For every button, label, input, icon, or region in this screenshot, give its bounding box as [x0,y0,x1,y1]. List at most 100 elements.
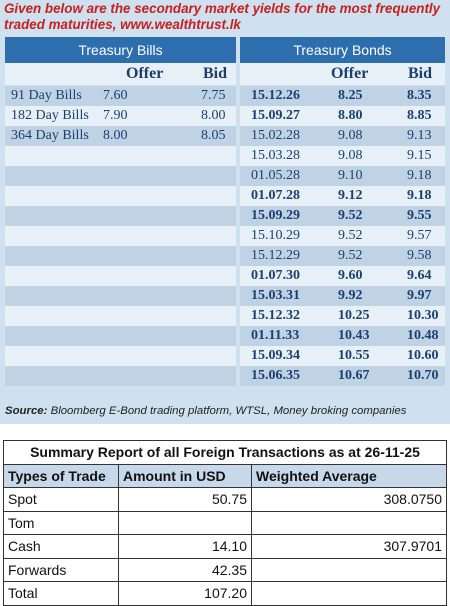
table-row: Tom [3,510,447,535]
bond-offer: 9.10 [338,168,363,183]
bill-offer: 8.00 [103,128,128,143]
source-label: Source: [5,405,48,417]
bills-filler-stripe [5,326,236,346]
bonds-offer-column-header: Offer [331,65,369,82]
summary-title: Summary Report of all Foreign Transactio… [3,440,447,465]
bond-maturity: 15.09.34 [251,348,300,363]
bills-filler-stripe [5,146,236,166]
intro-text: Given below are the secondary market yie… [4,1,441,32]
bond-offer: 8.80 [338,108,363,123]
bond-bid: 9.15 [407,148,432,163]
bond-offer: 9.52 [338,248,363,263]
bond-offer: 9.08 [338,148,363,163]
bond-maturity: 15.12.26 [251,88,300,103]
bill-row: 91 Day Bills 7.60 7.75 [5,86,236,106]
bills-filler-stripe [5,226,236,246]
bond-maturity: 15.12.32 [251,308,300,323]
bond-bid: 9.18 [407,188,432,203]
trade-type: Tom [3,510,119,535]
treasury-bills-header: Treasury Bills [5,37,236,63]
bond-maturity: 01.07.28 [251,188,300,203]
table-row: Forwards 42.35 [3,557,447,582]
trade-type: Cash [3,534,119,559]
bill-name: 182 Day Bills [11,108,89,123]
bond-row: 15.10.29 9.52 9.57 [240,226,445,246]
table-row: Cash 14.10 307.9701 [3,534,447,559]
bond-maturity: 15.06.35 [251,368,300,383]
bond-row: 15.03.28 9.08 9.15 [240,146,445,166]
amount [118,510,252,535]
column-header-amount: Amount in USD [118,463,252,488]
bond-bid: 9.97 [407,288,432,303]
bond-bid: 10.48 [407,328,439,343]
amount: 107.20 [118,581,252,606]
bond-maturity: 15.12.29 [251,248,300,263]
bills-bid-column-header: Bid [203,65,228,82]
bond-row: 15.09.34 10.55 10.60 [240,346,445,366]
trade-type: Forwards [3,557,119,582]
weighted-average: 307.9701 [251,534,447,559]
bills-filler-stripe [5,266,236,286]
column-header-weighted-average: Weighted Average [251,463,447,488]
bills-filler-stripe [5,366,236,386]
bond-offer: 9.52 [338,208,363,223]
bonds-column-header-row: Offer Bid [240,63,445,85]
bond-bid: 8.35 [407,88,432,103]
bill-name: 91 Day Bills [11,88,82,103]
trade-type: Total [3,581,119,606]
weighted-average [251,557,447,582]
bill-bid: 8.05 [201,128,226,143]
amount: 14.10 [118,534,252,559]
bond-maturity: 01.05.28 [251,168,300,183]
bond-bid: 10.60 [407,348,439,363]
bill-row: 364 Day Bills 8.00 8.05 [5,126,236,146]
bond-maturity: 15.09.29 [251,208,300,223]
bills-filler-stripe [5,286,236,306]
weighted-average [251,510,447,535]
bond-row: 01.11.33 10.43 10.48 [240,326,445,346]
bond-bid: 9.18 [407,168,432,183]
bond-bid: 10.70 [407,368,439,383]
bills-filler-stripe [5,206,236,226]
bill-bid: 8.00 [201,108,226,123]
bond-offer: 10.55 [338,348,370,363]
bond-maturity: 15.02.28 [251,128,300,143]
trade-type: Spot [3,487,119,512]
bond-offer: 9.52 [338,228,363,243]
bond-bid: 10.30 [407,308,439,323]
bills-filler-stripe [5,186,236,206]
amount: 50.75 [118,487,252,512]
bills-column-header-row: Offer Bid [5,63,236,85]
treasury-bonds-header: Treasury Bonds [240,37,445,63]
yields-panel: Given below are the secondary market yie… [0,0,450,424]
bill-offer: 7.60 [103,88,128,103]
bond-bid: 9.58 [407,248,432,263]
bond-row: 15.12.26 8.25 8.35 [240,86,445,106]
table-row: Total 107.20 [3,581,447,606]
bond-maturity: 15.10.29 [251,228,300,243]
weighted-average [251,581,447,606]
amount: 42.35 [118,557,252,582]
bond-maturity: 15.09.27 [251,108,300,123]
bond-offer: 9.12 [338,188,363,203]
bills-filler-stripe [5,246,236,266]
bond-row: 15.02.28 9.08 9.13 [240,126,445,146]
bond-offer: 10.25 [338,308,370,323]
source-text: Bloomberg E-Bond trading platform, WTSL,… [50,405,407,417]
bond-offer: 9.92 [338,288,363,303]
bond-bid: 9.55 [407,208,432,223]
bill-name: 364 Day Bills [11,128,89,143]
bond-row: 15.09.29 9.52 9.55 [240,206,445,226]
bill-offer: 7.90 [103,108,128,123]
bond-offer: 9.60 [338,268,363,283]
bond-bid: 9.64 [407,268,432,283]
weighted-average: 308.0750 [251,487,447,512]
foreign-transactions-summary-table: Summary Report of all Foreign Transactio… [3,440,447,606]
bonds-bid-column-header: Bid [408,65,433,82]
bond-offer: 10.67 [338,368,370,383]
bond-maturity: 01.07.30 [251,268,300,283]
bond-row: 15.12.29 9.52 9.58 [240,246,445,266]
bond-row: 01.07.30 9.60 9.64 [240,266,445,286]
source-note: Source: Bloomberg E-Bond trading platfor… [5,401,445,421]
bills-filler-stripe [5,306,236,326]
